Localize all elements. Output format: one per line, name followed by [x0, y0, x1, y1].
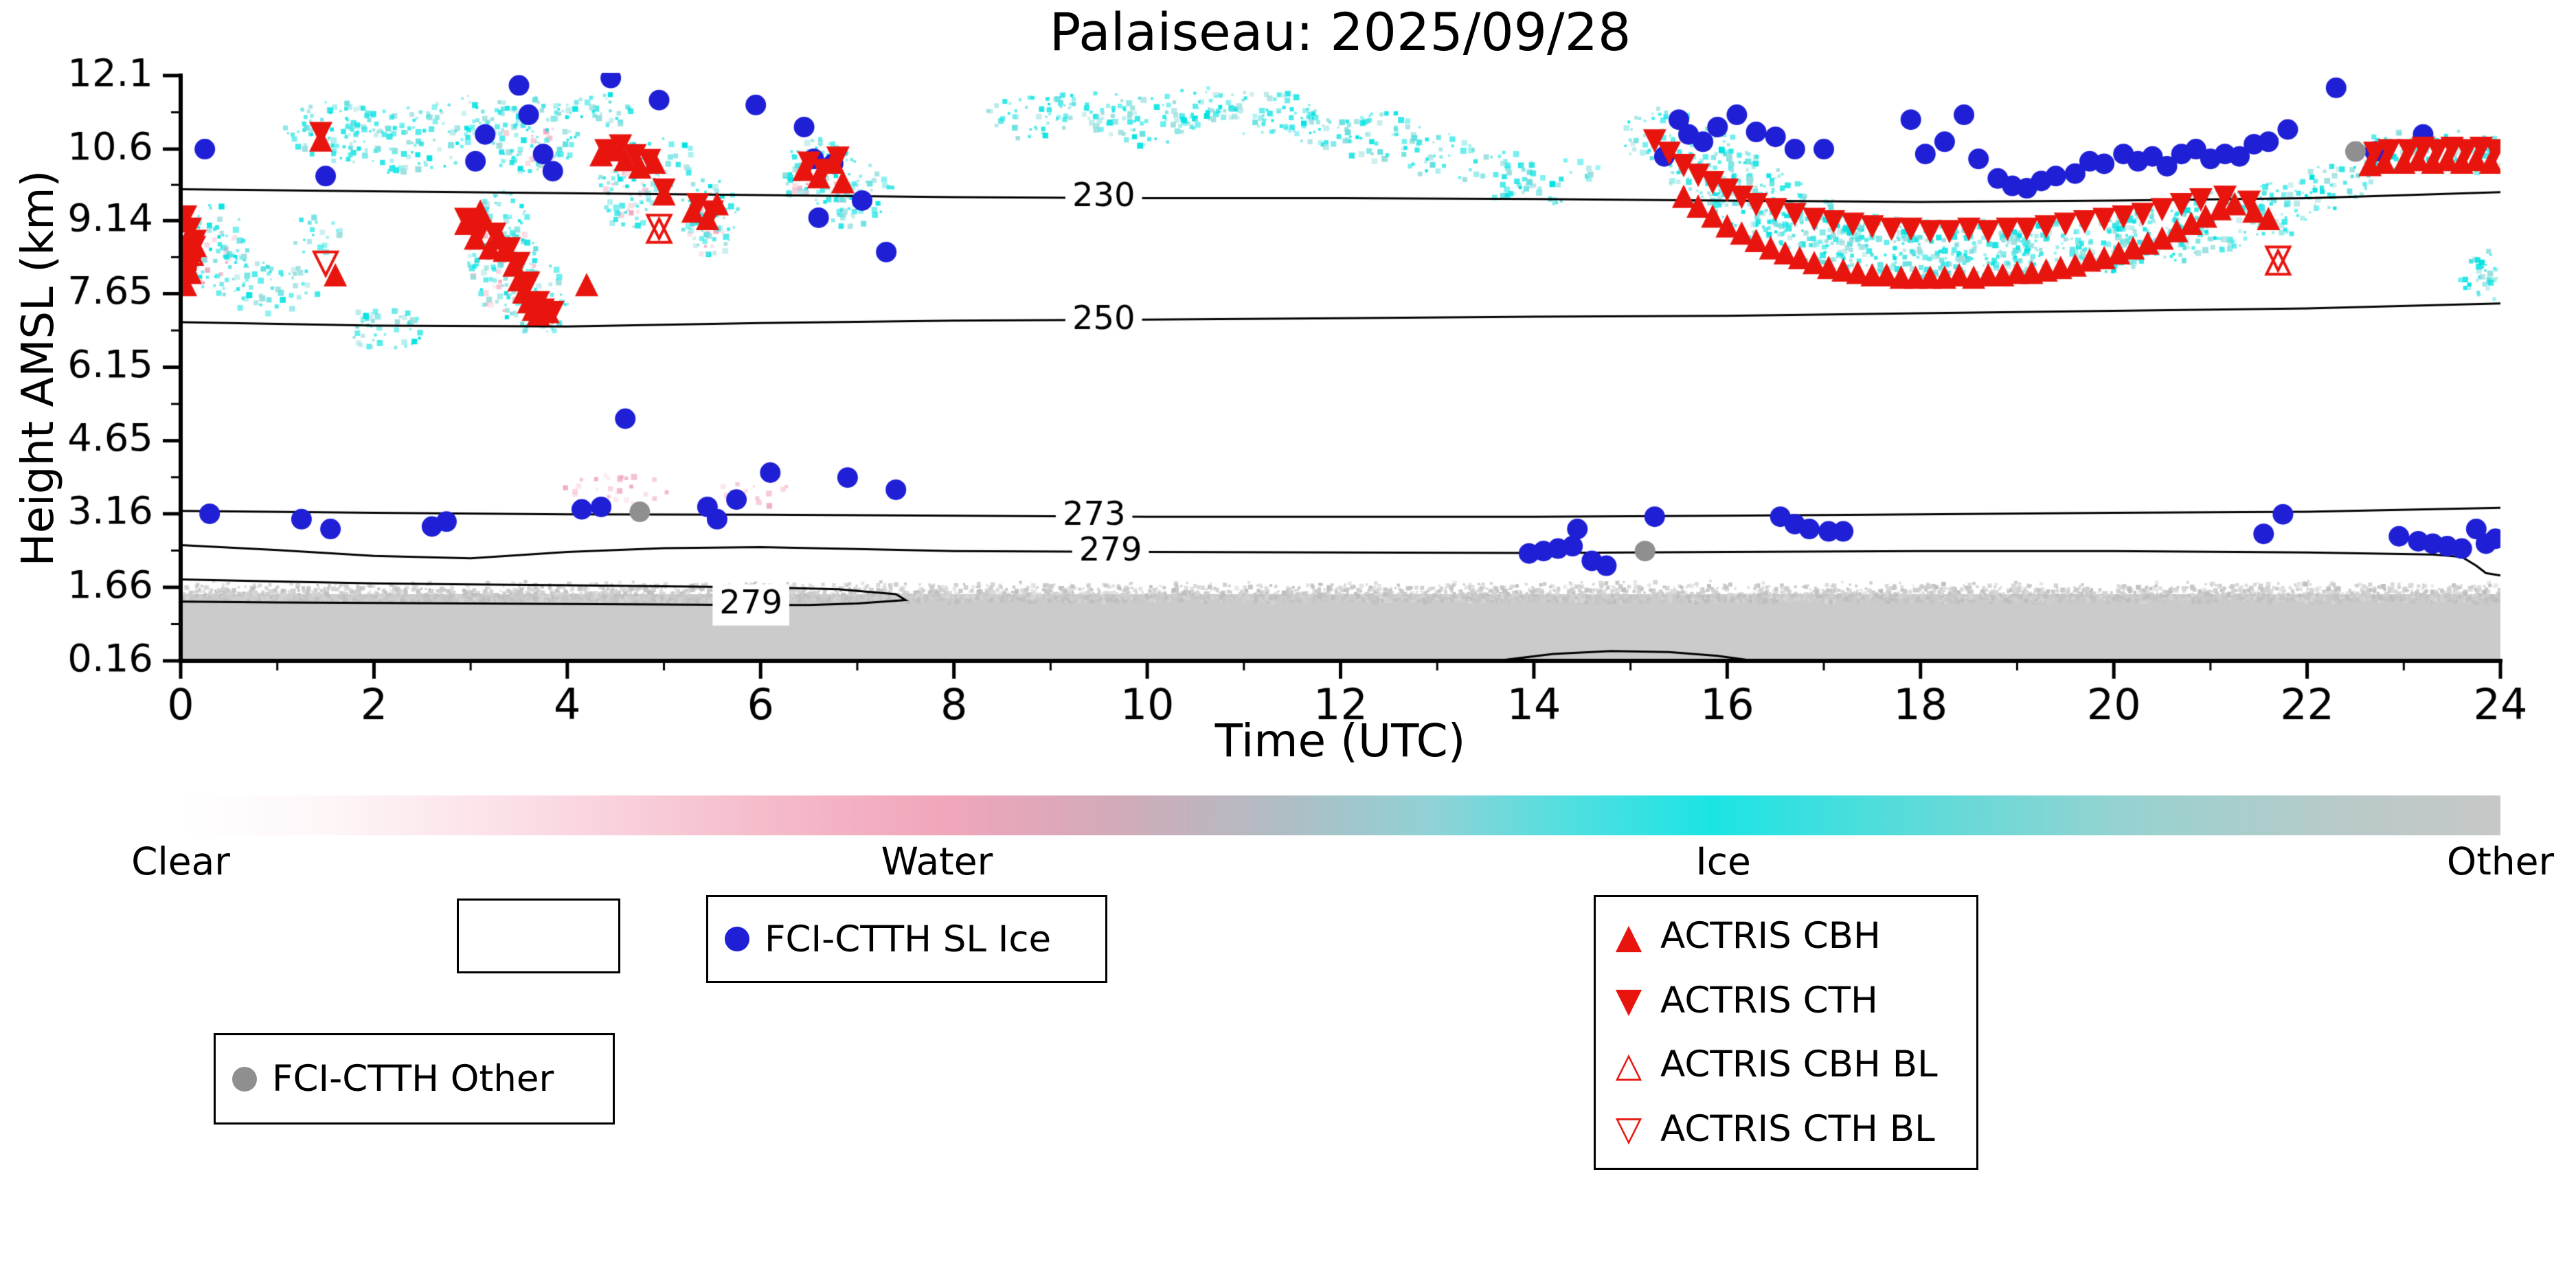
colorbar-label-ice: Ice	[1695, 839, 1751, 883]
sl-ice-label: FCI-CTTH SL Ice	[765, 918, 1052, 960]
cth-bl-triangle-icon: ▽	[1615, 1109, 1642, 1149]
page-title: Palaiseau: 2025/09/28	[1049, 1, 1631, 63]
cth-triangle-icon: ▼	[1615, 980, 1642, 1021]
cbh-bl-label: ACTRIS CBH BL	[1660, 1043, 1938, 1086]
legend-row-cth: ▼ ACTRIS CTH	[1609, 980, 1976, 1021]
cbh-bl-triangle-icon: △	[1615, 1044, 1642, 1085]
cth-bl-label: ACTRIS CTH BL	[1660, 1107, 1935, 1150]
classification-colorbar	[181, 795, 2500, 835]
x-axis-label: Time (UTC)	[1214, 714, 1466, 767]
legend-box-other: FCI-CTTH Other	[214, 1033, 615, 1125]
colorbar-labels: Clear Water Ice Other	[131, 839, 2554, 883]
colorbar-label-other: Other	[2446, 839, 2555, 883]
colorbar-label-clear: Clear	[131, 839, 230, 883]
cth-label: ACTRIS CTH	[1660, 979, 1878, 1021]
legend-row-cth-bl: ▽ ACTRIS CTH BL	[1609, 1108, 1976, 1150]
sl-ice-marker-icon	[725, 927, 749, 951]
legend-box-empty	[457, 899, 620, 973]
legend-box-actris: ▲ ACTRIS CBH ▼ ACTRIS CTH △ ACTRIS CBH B…	[1594, 895, 1978, 1170]
cbh-label: ACTRIS CBH	[1660, 915, 1881, 958]
other-marker-icon	[232, 1066, 257, 1092]
legend-row-cbh: ▲ ACTRIS CBH	[1609, 915, 1976, 957]
y-axis-label: Height AMSL (km)	[13, 170, 64, 567]
other-label: FCI-CTTH Other	[272, 1058, 554, 1100]
legend-row-cbh-bl: △ ACTRIS CBH BL	[1609, 1043, 1976, 1085]
legend-box-sl-ice: FCI-CTTH SL Ice	[706, 895, 1107, 983]
cbh-triangle-icon: ▲	[1615, 916, 1642, 956]
colorbar-label-water: Water	[881, 839, 993, 883]
